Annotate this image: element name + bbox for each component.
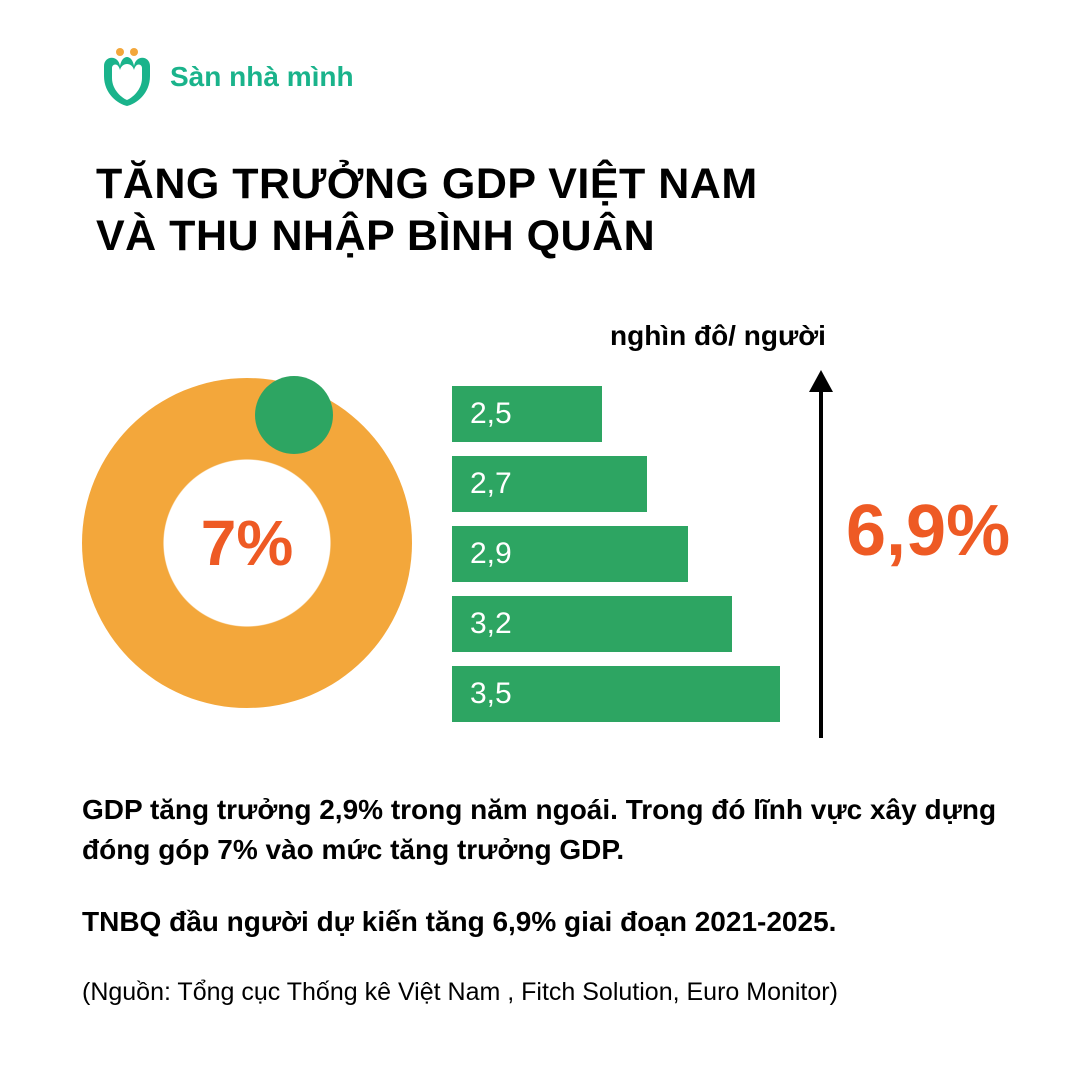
bars-axis-label: nghìn đô/ người <box>610 320 826 352</box>
bar-label: 2,5 <box>470 397 512 431</box>
source-text: (Nguồn: Tổng cục Thống kê Việt Nam , Fit… <box>82 978 838 1007</box>
brand-name: Sàn nhà mình <box>170 61 354 93</box>
bar-label: 2,9 <box>470 537 512 571</box>
paragraph-2: TNBQ đầu người dự kiến tăng 6,9% giai đo… <box>82 902 1002 942</box>
bar-row: 3,5 <box>452 666 780 722</box>
paragraph-1: GDP tăng trưởng 2,9% trong năm ngoái. Tr… <box>82 790 1002 870</box>
page-title: TĂNG TRƯỞNG GDP VIỆT NAM VÀ THU NHẬP BÌN… <box>96 158 758 263</box>
bar-row: 2,7 <box>452 456 647 512</box>
donut-value: 7% <box>82 378 412 708</box>
title-line-1: TĂNG TRƯỞNG GDP VIỆT NAM <box>96 158 758 210</box>
bar-row: 2,5 <box>452 386 602 442</box>
bar-label: 2,7 <box>470 467 512 501</box>
bar-chart: 2,5 2,7 2,9 3,2 3,5 <box>452 386 780 736</box>
growth-arrow-icon <box>806 370 836 740</box>
logo-mark-icon <box>96 46 158 108</box>
bar-label: 3,2 <box>470 607 512 641</box>
title-line-2: VÀ THU NHẬP BÌNH QUÂN <box>96 210 758 262</box>
growth-percentage: 6,9% <box>846 490 1010 572</box>
bar-row: 3,2 <box>452 596 732 652</box>
bar-label: 3,5 <box>470 677 512 711</box>
bar-row: 2,9 <box>452 526 688 582</box>
donut-chart: 7% <box>82 378 412 708</box>
brand-logo: Sàn nhà mình <box>96 46 354 108</box>
